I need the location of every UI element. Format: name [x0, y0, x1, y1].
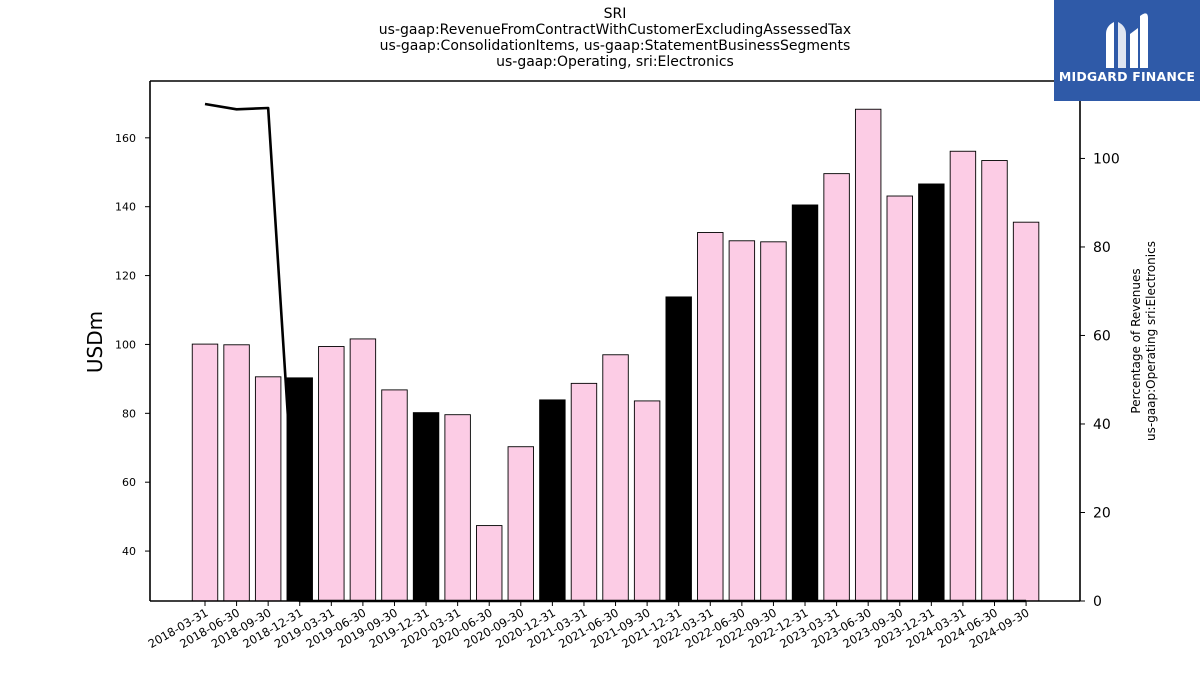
- y-axis-title: USDm: [83, 311, 107, 373]
- y-tick-label: 40: [122, 545, 136, 558]
- y2-tick-label: 80: [1093, 240, 1111, 256]
- bar-2021-03-31: [570, 382, 598, 602]
- y-tick-label: 160: [115, 132, 136, 145]
- bar-2022-12-31: [791, 204, 819, 602]
- bar-2021-06-30: [602, 354, 629, 602]
- bar-2018-09-30: [254, 376, 282, 602]
- logo-mark-icon: [1106, 13, 1148, 68]
- bar-2023-12-31: [918, 183, 945, 602]
- y-tick-label: 60: [122, 476, 136, 489]
- bar-2020-09-30: [507, 446, 534, 602]
- bar-2019-09-30: [381, 389, 408, 602]
- bar-2023-06-30: [854, 108, 882, 602]
- bar-2024-03-31: [949, 150, 977, 602]
- bar-2020-03-31: [444, 414, 471, 602]
- bar-2018-03-31: [191, 343, 219, 602]
- y2-tick-label: 40: [1093, 417, 1111, 433]
- title-line-2: us-gaap:RevenueFromContractWithCustomerE…: [378, 22, 852, 38]
- bar-2020-06-30: [476, 525, 503, 602]
- midgard-finance-logo: MIDGARD FINANCE: [1054, 0, 1200, 101]
- y2-tick-label: 20: [1093, 505, 1111, 521]
- title-line-1: SRI: [603, 6, 627, 22]
- bar-2021-12-31: [665, 296, 692, 602]
- bar-2022-03-31: [697, 232, 724, 602]
- y2-tick-label: 100: [1093, 151, 1120, 167]
- bar-2019-06-30: [349, 338, 377, 602]
- bar-2022-06-30: [728, 240, 756, 602]
- bar-2019-12-31: [412, 412, 440, 602]
- title-line-3: us-gaap:ConsolidationItems, us-gaap:Stat…: [379, 38, 851, 54]
- bar-2023-03-31: [823, 173, 850, 602]
- y2-axis-title-line: us-gaap:Operating sri:Electronics: [1144, 241, 1158, 441]
- title-line-4: us-gaap:Operating, sri:Electronics: [496, 54, 734, 70]
- y2-tick-label: 0: [1093, 594, 1102, 610]
- chart-title: SRI us-gaap:RevenueFromContractWithCusto…: [315, 6, 915, 70]
- bar-2023-09-30: [886, 195, 913, 602]
- bar-2020-12-31: [539, 399, 566, 602]
- y2-tick-label: 60: [1093, 328, 1111, 344]
- y-tick-label: 100: [115, 338, 136, 351]
- logo-text: MIDGARD FINANCE: [1058, 69, 1196, 84]
- bar-2024-06-30: [981, 160, 1008, 602]
- bar-2019-03-31: [318, 346, 345, 602]
- y-tick-label: 80: [122, 407, 136, 420]
- y-tick-label: 120: [115, 270, 136, 283]
- bar-2024-09-30: [1012, 221, 1040, 602]
- y2-axis-title-line: Percentage of Revenues: [1129, 268, 1143, 413]
- bar-2018-06-30: [223, 344, 250, 602]
- bar-2018-12-31: [286, 377, 313, 602]
- bar-2022-09-30: [760, 241, 787, 602]
- bar-2021-09-30: [633, 400, 661, 602]
- y-tick-label: 140: [115, 201, 136, 214]
